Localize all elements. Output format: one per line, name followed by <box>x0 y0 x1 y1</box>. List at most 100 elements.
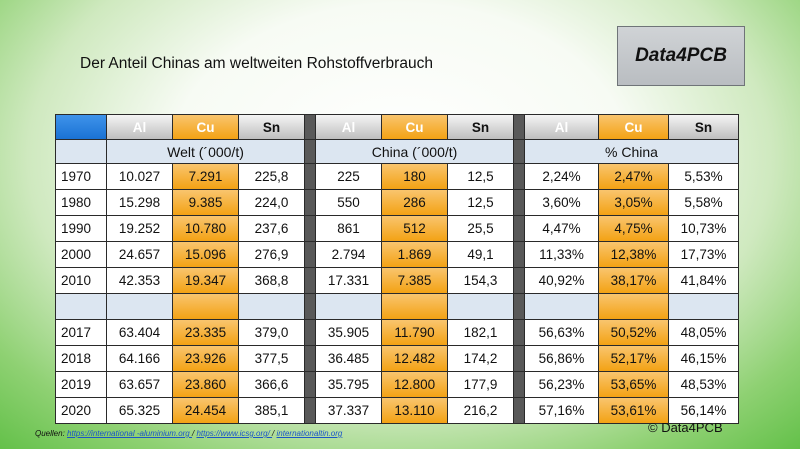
table-cell: 19.252 <box>107 216 172 241</box>
table-cell: 2,24% <box>525 164 598 189</box>
table-cell: 23.335 <box>173 320 238 345</box>
table-cell: 53,61% <box>599 398 668 423</box>
section-header-china: China (´000/t) <box>316 140 513 163</box>
table-cell: 37.337 <box>316 398 381 423</box>
table-cell: 10.027 <box>107 164 172 189</box>
column-separator <box>514 346 524 371</box>
year-cell: 2020 <box>56 398 106 423</box>
table-cell: 216,2 <box>448 398 513 423</box>
year-cell: 1970 <box>56 164 106 189</box>
column-separator <box>305 190 315 215</box>
table-cell: 512 <box>382 216 447 241</box>
table-cell: 174,2 <box>448 346 513 371</box>
table-cell: 13.110 <box>382 398 447 423</box>
year-cell: 2018 <box>56 346 106 371</box>
table-cell: 48,53% <box>669 372 738 397</box>
source-link-tin[interactable]: internationaltin.org <box>276 429 343 438</box>
gap-cell <box>669 294 738 319</box>
column-separator <box>305 398 315 423</box>
column-separator <box>305 372 315 397</box>
table-cell: 17,73% <box>669 242 738 267</box>
brand-logo: Data4PCB <box>617 26 745 86</box>
table-cell: 366,6 <box>239 372 304 397</box>
table-cell: 1.869 <box>382 242 447 267</box>
year-cell: 1990 <box>56 216 106 241</box>
table-cell: 24.454 <box>173 398 238 423</box>
page-title: Der Anteil Chinas am weltweiten Rohstoff… <box>80 55 433 72</box>
table-cell: 7.291 <box>173 164 238 189</box>
table-cell: 56,86% <box>525 346 598 371</box>
gap-cell <box>107 294 172 319</box>
table-cell: 385,1 <box>239 398 304 423</box>
table-cell: 224,0 <box>239 190 304 215</box>
year-cell: 2019 <box>56 372 106 397</box>
column-separator <box>305 268 315 293</box>
column-separator <box>514 164 524 189</box>
table-cell: 12,5 <box>448 164 513 189</box>
source-link-aluminium[interactable]: https://international -aluminium.org <box>67 429 192 438</box>
column-separator <box>305 242 315 267</box>
table-cell: 12,38% <box>599 242 668 267</box>
table-cell: 3,05% <box>599 190 668 215</box>
gap-cell <box>239 294 304 319</box>
column-separator <box>305 216 315 241</box>
table-cell: 65.325 <box>107 398 172 423</box>
table-cell: 225,8 <box>239 164 304 189</box>
copyright-text: © Data4PCB <box>648 420 723 435</box>
year-cell: 2017 <box>56 320 106 345</box>
table-cell: 25,5 <box>448 216 513 241</box>
table-cell: 225 <box>316 164 381 189</box>
table-cell: 550 <box>316 190 381 215</box>
table-cell: 57,16% <box>525 398 598 423</box>
table-cell: 377,5 <box>239 346 304 371</box>
table-cell: 4,75% <box>599 216 668 241</box>
gap-cell <box>599 294 668 319</box>
table-cell: 41,84% <box>669 268 738 293</box>
column-separator <box>514 190 524 215</box>
table-cell: 35.905 <box>316 320 381 345</box>
table-cell: 64.166 <box>107 346 172 371</box>
table-cell: 63.657 <box>107 372 172 397</box>
table-cell: 2,47% <box>599 164 668 189</box>
table-cell: 180 <box>382 164 447 189</box>
column-separator <box>514 294 524 319</box>
table-cell: 23.926 <box>173 346 238 371</box>
gap-cell <box>525 294 598 319</box>
column-separator <box>305 294 315 319</box>
table-cell: 24.657 <box>107 242 172 267</box>
table-cell: 40,92% <box>525 268 598 293</box>
column-separator <box>305 115 315 139</box>
source-link-icsg[interactable]: https://www.icsg.org/ <box>196 429 273 438</box>
table-cell: 10,73% <box>669 216 738 241</box>
section-header-pct: % China <box>525 140 738 163</box>
consumption-table: Al Cu Sn Al Cu Sn Al Cu Sn Welt (´000/t)… <box>55 114 739 424</box>
col-header-sn-china: Sn <box>448 115 513 139</box>
column-separator <box>514 242 524 267</box>
table-cell: 56,23% <box>525 372 598 397</box>
table-cell: 3,60% <box>525 190 598 215</box>
table-cell: 17.331 <box>316 268 381 293</box>
table-cell: 12.482 <box>382 346 447 371</box>
table-cell: 10.780 <box>173 216 238 241</box>
table-cell: 63.404 <box>107 320 172 345</box>
gap-cell <box>448 294 513 319</box>
sources-line: Quellen: https://international -aluminiu… <box>35 429 342 438</box>
table-cell: 46,15% <box>669 346 738 371</box>
header-corner-cell <box>56 115 106 139</box>
table-cell: 5,58% <box>669 190 738 215</box>
column-separator <box>514 398 524 423</box>
column-separator <box>305 140 315 163</box>
column-separator <box>514 140 524 163</box>
column-separator <box>305 164 315 189</box>
table-cell: 52,17% <box>599 346 668 371</box>
gap-cell <box>173 294 238 319</box>
column-separator <box>305 346 315 371</box>
table-cell: 38,17% <box>599 268 668 293</box>
table-cell: 154,3 <box>448 268 513 293</box>
col-header-cu-pct: Cu <box>599 115 668 139</box>
gap-cell <box>382 294 447 319</box>
col-header-al-china: Al <box>316 115 381 139</box>
section-corner-cell <box>56 140 106 163</box>
table-cell: 35.795 <box>316 372 381 397</box>
table-cell: 50,52% <box>599 320 668 345</box>
